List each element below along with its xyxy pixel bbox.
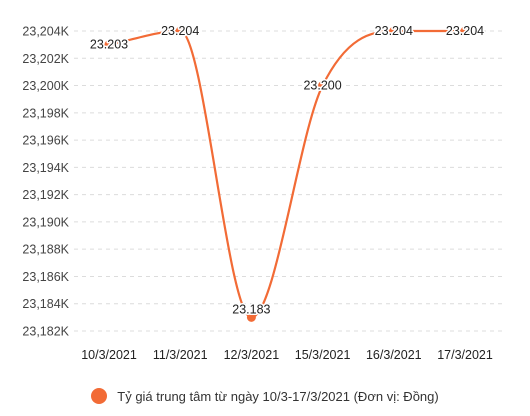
y-tick-label: 23,192K xyxy=(22,188,69,202)
data-label: 23.200 xyxy=(303,79,341,93)
y-axis: 23,182K 23,184K 23,186K 23,188K 23,190K 23,19… xyxy=(22,25,69,339)
y-tick-label: 23,196K xyxy=(22,134,69,148)
legend-label: Tỷ giá trung tâm từ ngày 10/3-17/3/2021 … xyxy=(117,388,439,404)
x-tick-label: 15/3/2021 xyxy=(295,348,351,362)
x-axis: 10/3/2021 11/3/2021 12/3/2021 15/3/2021 16/3… xyxy=(81,348,493,362)
data-point[interactable] xyxy=(246,312,256,322)
x-tick-label: 16/3/2021 xyxy=(366,348,422,362)
data-label: 23.204 xyxy=(446,24,484,38)
y-tick-label: 23,198K xyxy=(22,106,69,120)
y-tick-label: 23,184K xyxy=(22,297,69,311)
data-label: 23.183 xyxy=(232,302,270,316)
y-tick-label: 23,186K xyxy=(22,270,69,284)
data-label: 23.204 xyxy=(161,24,199,38)
data-point[interactable] xyxy=(175,26,185,36)
series-line xyxy=(108,29,465,319)
legend[interactable]: Tỷ giá trung tâm từ ngày 10/3-17/3/2021 … xyxy=(0,388,530,404)
legend-marker xyxy=(91,388,108,404)
data-point[interactable] xyxy=(389,26,399,36)
data-point[interactable] xyxy=(460,26,470,36)
y-tick-label: 23,204K xyxy=(22,25,69,39)
y-tick-label: 23,194K xyxy=(22,161,69,175)
y-tick-label: 23,200K xyxy=(22,79,69,93)
line-chart: 23,182K 23,184K 23,186K 23,188K 23,190K 23,19… xyxy=(22,23,502,362)
y-tick-label: 23,182K xyxy=(22,325,69,339)
data-label: 23.204 xyxy=(375,24,413,38)
x-tick-label: 10/3/2021 xyxy=(81,348,137,362)
y-tick-label: 23,188K xyxy=(22,243,69,257)
x-tick-label: 17/3/2021 xyxy=(437,348,493,362)
grid-layer xyxy=(74,30,502,332)
data-points xyxy=(104,26,470,322)
y-tick-label: 23,202K xyxy=(22,52,69,66)
data-point[interactable] xyxy=(104,40,114,50)
data-labels: 23.203 23.204 23.183 23.200 23.204 23.204 xyxy=(88,23,485,318)
x-tick-label: 12/3/2021 xyxy=(224,348,280,362)
y-tick-label: 23,190K xyxy=(22,215,69,229)
x-tick-label: 11/3/2021 xyxy=(153,348,208,362)
data-label: 23.203 xyxy=(90,38,128,52)
data-point[interactable] xyxy=(318,81,328,91)
